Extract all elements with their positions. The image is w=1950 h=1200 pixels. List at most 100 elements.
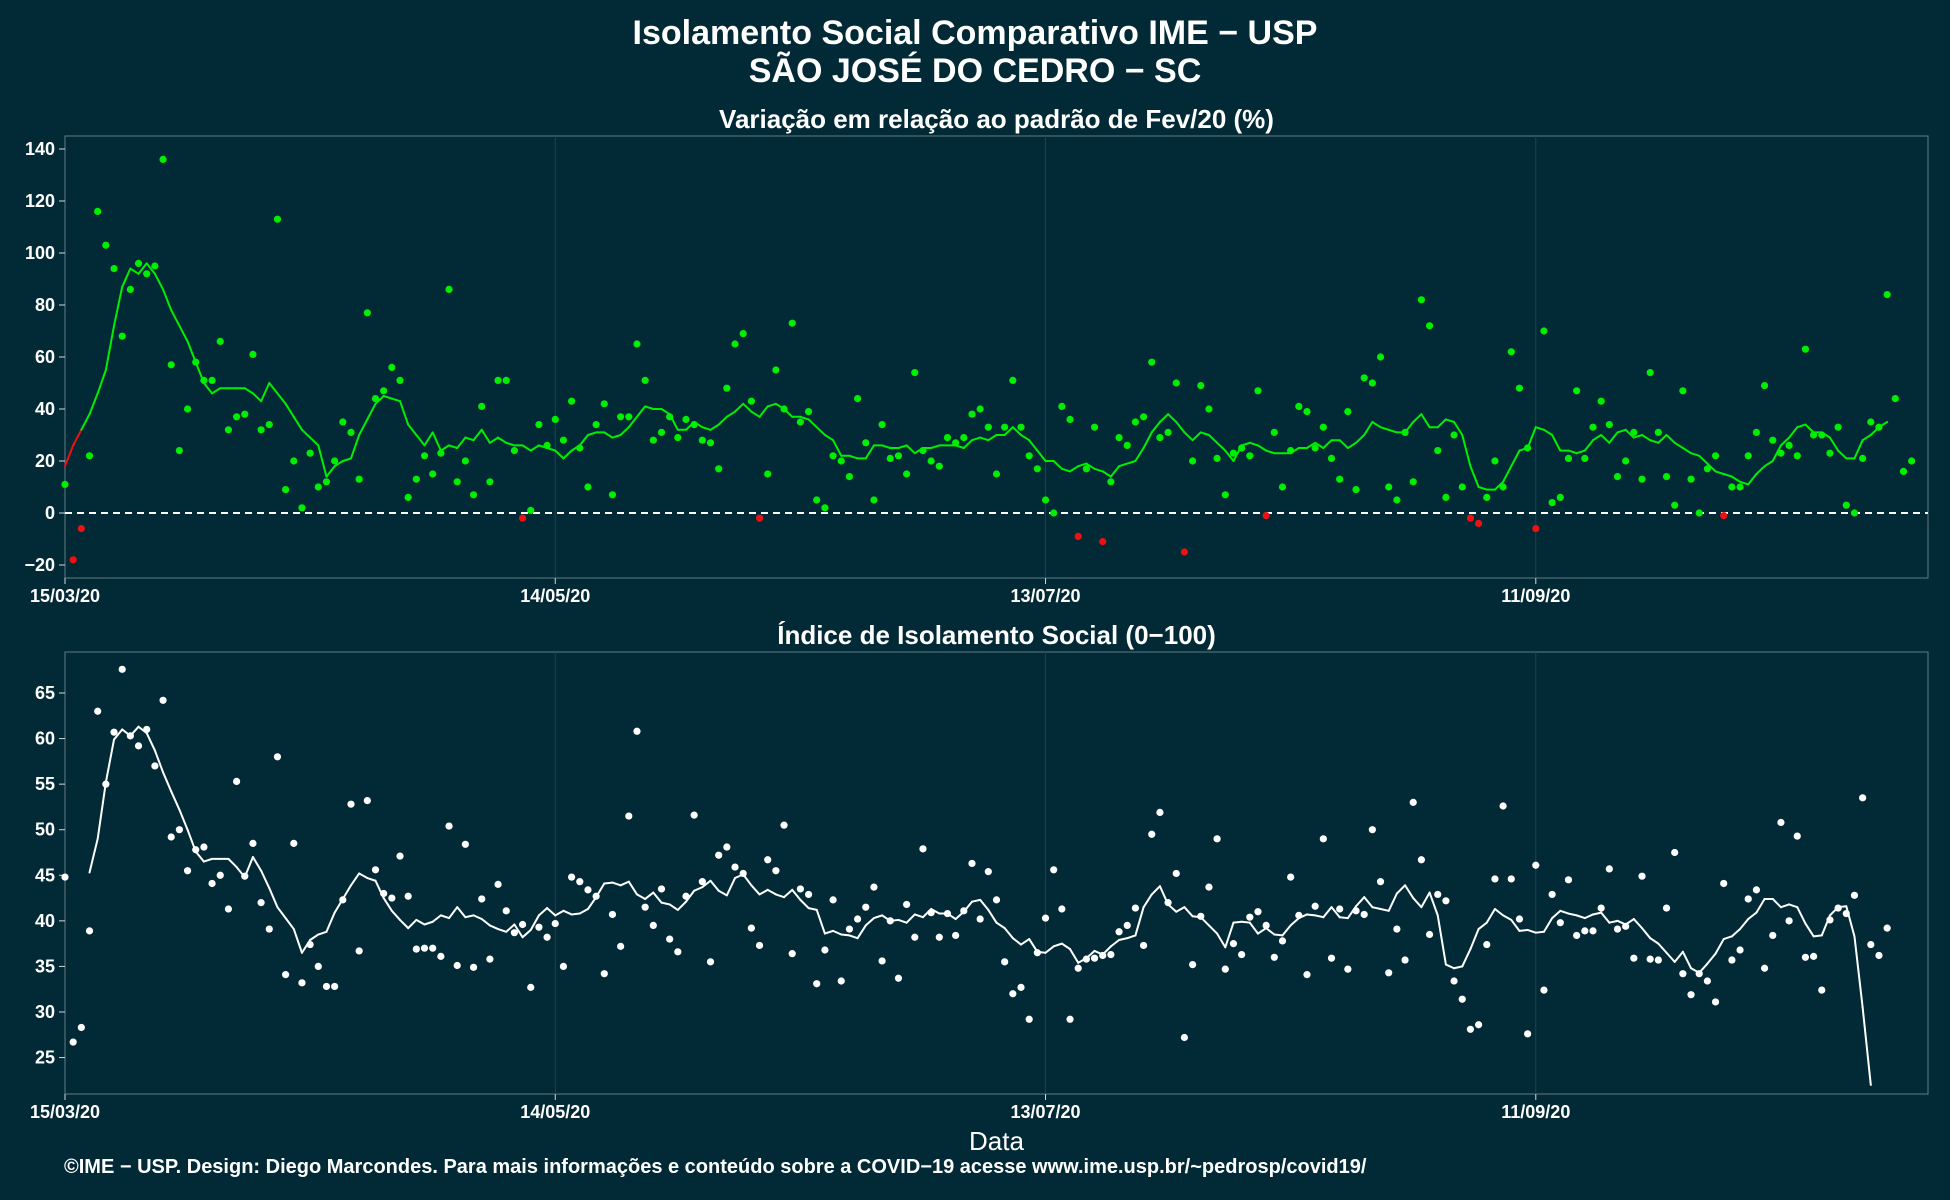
moving-average-segment bbox=[145, 732, 156, 752]
data-point bbox=[911, 369, 919, 377]
moving-average-segment bbox=[374, 395, 385, 405]
moving-average-segment bbox=[1559, 909, 1570, 915]
data-point bbox=[1041, 496, 1050, 504]
moving-average-segment bbox=[292, 415, 303, 431]
data-point bbox=[1777, 449, 1785, 457]
moving-average-segment bbox=[448, 444, 459, 449]
data-point bbox=[870, 496, 878, 504]
moving-average-segment bbox=[856, 924, 867, 940]
data-point bbox=[518, 514, 527, 522]
moving-average-segment bbox=[840, 933, 851, 937]
data-point bbox=[551, 919, 559, 928]
data-point bbox=[1548, 890, 1556, 899]
moving-average-segment bbox=[1436, 914, 1447, 966]
data-point bbox=[265, 925, 273, 933]
data-point bbox=[649, 921, 657, 930]
moving-average-segment bbox=[1673, 950, 1684, 963]
data-point bbox=[1524, 444, 1532, 452]
data-point bbox=[1352, 907, 1360, 915]
data-point bbox=[1303, 971, 1311, 979]
data-point bbox=[159, 696, 167, 704]
y-tick-label: 65 bbox=[35, 683, 55, 703]
data-point bbox=[1695, 970, 1703, 978]
moving-average-segment bbox=[243, 387, 254, 395]
data-point bbox=[1139, 413, 1148, 421]
y-tick-label: 140 bbox=[25, 139, 55, 159]
data-point bbox=[94, 207, 102, 215]
moving-average-segment bbox=[1453, 421, 1464, 436]
data-point bbox=[232, 777, 241, 786]
data-point bbox=[1466, 514, 1475, 522]
moving-average-segment bbox=[521, 444, 532, 452]
data-point bbox=[976, 405, 984, 413]
moving-average-segment bbox=[1379, 426, 1390, 431]
moving-average-segment bbox=[1265, 927, 1276, 936]
moving-average-segment bbox=[1608, 431, 1619, 444]
data-point bbox=[968, 410, 976, 418]
moving-average-segment bbox=[202, 857, 214, 863]
moving-average-segment bbox=[586, 431, 598, 436]
data-point bbox=[1605, 865, 1613, 873]
data-point bbox=[1548, 499, 1556, 507]
moving-average-segment bbox=[300, 428, 312, 439]
moving-average-segment bbox=[439, 444, 451, 452]
moving-average-segment bbox=[1338, 439, 1349, 449]
data-point bbox=[657, 428, 666, 436]
data-point bbox=[85, 927, 94, 935]
data-point bbox=[1425, 930, 1434, 939]
moving-average-segment bbox=[1052, 460, 1063, 470]
data-point bbox=[878, 421, 886, 429]
moving-average-segment bbox=[1657, 942, 1668, 954]
moving-average-segment bbox=[742, 402, 753, 413]
data-point bbox=[1189, 960, 1197, 969]
data-point bbox=[935, 462, 943, 470]
data-point bbox=[404, 493, 412, 501]
data-point bbox=[1826, 449, 1834, 457]
moving-average-segment bbox=[1747, 911, 1758, 921]
moving-average-segment bbox=[423, 920, 434, 926]
data-point bbox=[412, 475, 420, 483]
data-point bbox=[886, 454, 894, 462]
data-point bbox=[331, 982, 339, 991]
x-tick-label: 15/03/20 bbox=[30, 586, 100, 606]
moving-average-segment bbox=[603, 431, 614, 439]
moving-average-segment bbox=[456, 906, 467, 919]
moving-average-segment bbox=[1534, 426, 1545, 431]
moving-average-segment bbox=[554, 909, 565, 917]
data-point bbox=[1491, 875, 1499, 883]
data-point bbox=[102, 241, 110, 249]
data-point bbox=[1818, 431, 1826, 439]
moving-average-segment bbox=[1542, 428, 1554, 436]
moving-average-segment bbox=[1567, 912, 1578, 917]
data-point bbox=[952, 931, 960, 940]
data-point bbox=[494, 880, 502, 888]
moving-average-segment bbox=[823, 929, 835, 935]
footer-credits: ©IME − USP. Design: Diego Marcondes. Par… bbox=[64, 1156, 1367, 1178]
data-point bbox=[420, 944, 429, 952]
data-point bbox=[715, 465, 723, 473]
data-point bbox=[1638, 872, 1646, 880]
moving-average-segment bbox=[260, 869, 271, 890]
moving-average-segment bbox=[423, 431, 434, 447]
data-point bbox=[1834, 423, 1842, 431]
data-point bbox=[845, 925, 854, 933]
data-point bbox=[208, 879, 216, 888]
moving-average-segment bbox=[1771, 444, 1782, 462]
moving-average-segment bbox=[1575, 914, 1586, 920]
moving-average-segment bbox=[145, 262, 156, 275]
data-point bbox=[257, 426, 265, 434]
data-point bbox=[1785, 917, 1793, 925]
data-point bbox=[1221, 491, 1229, 499]
data-point bbox=[641, 376, 649, 384]
moving-average-segment bbox=[970, 436, 982, 442]
moving-average-segment bbox=[399, 918, 410, 930]
data-point bbox=[739, 869, 747, 878]
data-point bbox=[429, 470, 437, 478]
data-point bbox=[1654, 956, 1662, 964]
data-point bbox=[1499, 483, 1507, 491]
data-point bbox=[1450, 431, 1458, 439]
data-point bbox=[1295, 911, 1303, 919]
moving-average-segment bbox=[1853, 439, 1864, 460]
moving-average-segment bbox=[979, 898, 990, 911]
data-point bbox=[845, 473, 854, 481]
